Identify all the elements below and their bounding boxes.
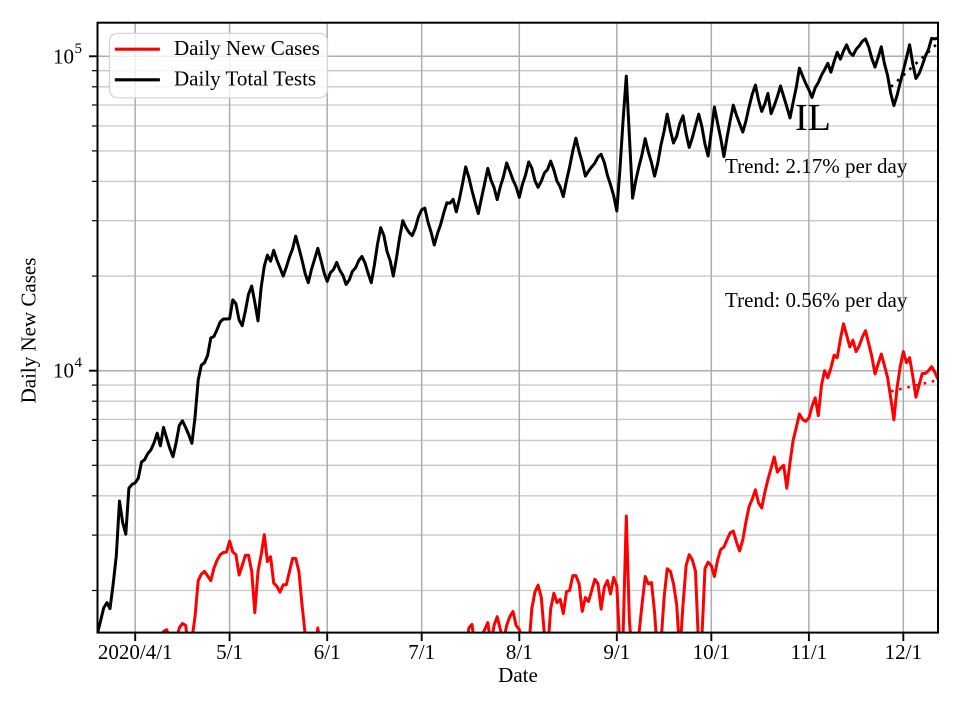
svg-text:10: 10 [53, 44, 74, 68]
svg-text:2020/4/1: 2020/4/1 [98, 640, 173, 664]
svg-text:11/1: 11/1 [791, 640, 828, 664]
svg-text:5: 5 [75, 41, 83, 57]
svg-text:10/1: 10/1 [693, 640, 730, 664]
svg-text:Trend: 2.17% per day: Trend: 2.17% per day [725, 154, 908, 178]
svg-text:10: 10 [53, 359, 74, 383]
svg-text:Trend: 0.56% per day: Trend: 0.56% per day [725, 288, 908, 312]
svg-text:8/1: 8/1 [506, 640, 533, 664]
svg-text:9/1: 9/1 [603, 640, 630, 664]
svg-text:6/1: 6/1 [314, 640, 341, 664]
svg-text:4: 4 [75, 355, 83, 371]
svg-text:Date: Date [498, 663, 538, 687]
svg-text:5/1: 5/1 [216, 640, 243, 664]
svg-text:Daily Total Tests: Daily Total Tests [174, 67, 316, 91]
svg-text:IL: IL [795, 97, 831, 139]
svg-text:Daily New Cases: Daily New Cases [17, 258, 41, 404]
svg-text:12/1: 12/1 [885, 640, 922, 664]
svg-text:7/1: 7/1 [408, 640, 435, 664]
svg-text:Daily New Cases: Daily New Cases [174, 36, 320, 60]
